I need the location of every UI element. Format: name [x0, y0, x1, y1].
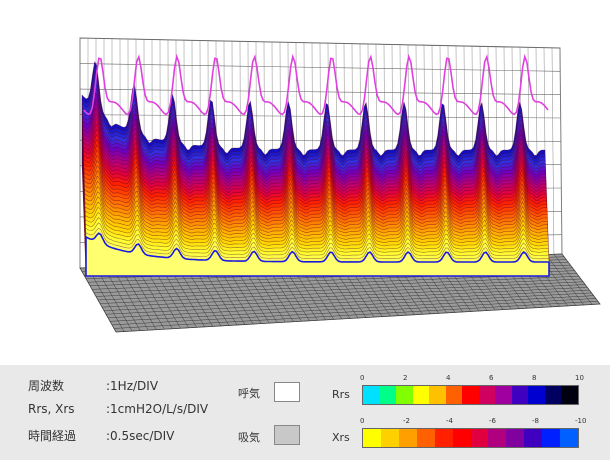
rrs-tick: 2: [403, 374, 408, 382]
time-value: :0.5sec/DIV: [106, 429, 175, 443]
rrs-tick: 10: [575, 374, 584, 382]
wall-grid-hline: [79, 63, 561, 72]
scale-cell: [396, 386, 413, 404]
floor-grid-line: [111, 298, 596, 326]
rsxrs-value: :1cmH2O/L/s/DIV: [106, 402, 209, 416]
surface-slice: [84, 201, 549, 256]
scale-cell: [470, 429, 489, 447]
freq-value: :1Hz/DIV: [106, 379, 159, 393]
rrs-color-scale: [362, 385, 579, 405]
surface-slice: [84, 180, 549, 243]
scale-cell: [445, 386, 463, 404]
scale-cell: [398, 429, 417, 447]
waterfall-plot: [79, 37, 601, 333]
xrs-tick: -4: [446, 417, 453, 425]
scale-cell: [544, 386, 562, 404]
floor-grid-line: [99, 281, 584, 304]
scale-cell: [429, 386, 446, 404]
wall-grid-vline: [551, 47, 555, 259]
scale-cell: [462, 386, 479, 404]
scale-cell: [363, 429, 381, 447]
scale-cell: [488, 429, 507, 447]
freq-info: 周波数 :1Hz/DIV: [28, 377, 158, 394]
floor-grid-line: [107, 292, 592, 319]
scale-cell: [452, 429, 471, 447]
surface-slice: [84, 186, 549, 246]
floor-grid-line: [95, 275, 579, 297]
scale-cell: [363, 386, 380, 404]
rrs-tick: 4: [446, 374, 451, 382]
freq-key: 周波数: [28, 379, 65, 393]
scale-cell: [380, 429, 399, 447]
floor-grid-line: [109, 295, 594, 322]
scale-cell: [412, 386, 430, 404]
scale-cell: [379, 386, 397, 404]
rsxrs-info: Rrs, Xrs :1cmH2O/L/s/DIV: [28, 402, 208, 416]
surface-slice: [84, 170, 548, 236]
floor-grid-line: [115, 303, 601, 333]
xrs-tick: -2: [403, 417, 410, 425]
rrs-tick: 0: [360, 374, 365, 382]
floor-grid-line: [113, 300, 598, 329]
xrs-tick: -10: [575, 417, 587, 425]
surface-slice: [84, 165, 548, 233]
xrs-color-scale: [362, 428, 579, 448]
surface-slice: [85, 232, 550, 277]
xrs-label: Xrs: [332, 431, 350, 444]
wall-grid-hline: [79, 37, 561, 49]
scale-cell: [561, 386, 578, 404]
time-key: 時間経過: [28, 429, 77, 443]
floor-grid-line: [103, 287, 588, 311]
wall-grid-vline: [559, 47, 563, 259]
scale-cell: [434, 429, 453, 447]
rrs-tick: 8: [532, 374, 537, 382]
inhale-label: 吸気: [238, 431, 260, 444]
surface-slice: [84, 196, 549, 253]
phase-trace: [83, 53, 549, 116]
scale-cell: [478, 386, 496, 404]
xrs-tick: -8: [532, 417, 539, 425]
scale-cell: [542, 429, 561, 447]
floor-grid-line: [101, 284, 586, 308]
surface-slice: [83, 160, 548, 229]
surface-slices: [81, 60, 550, 277]
rsxrs-key: Rrs, Xrs: [28, 402, 75, 416]
xrs-tick: 0: [360, 417, 365, 425]
scale-cell: [560, 429, 579, 447]
time-info: 時間経過 :0.5sec/DIV: [28, 427, 174, 444]
scale-cell: [416, 429, 435, 447]
scale-cell: [495, 386, 512, 404]
rrs-label: Rrs: [332, 388, 350, 401]
scale-cell: [511, 386, 529, 404]
floor-grid-line: [97, 278, 582, 301]
exhale-swatch: [274, 382, 300, 402]
scale-cell: [524, 429, 543, 447]
scale-cell: [506, 429, 525, 447]
inhale-swatch: [274, 425, 300, 445]
legend-panel: 周波数 :1Hz/DIV Rrs, Xrs :1cmH2O/L/s/DIV 時間経過…: [0, 365, 610, 460]
surface-slice: [84, 191, 549, 250]
floor-grid-line: [105, 289, 590, 315]
scale-cell: [528, 386, 545, 404]
surface-slice: [84, 175, 549, 239]
rrs-tick: 6: [489, 374, 494, 382]
xrs-tick: -6: [489, 417, 496, 425]
exhale-label: 呼気: [238, 387, 260, 400]
